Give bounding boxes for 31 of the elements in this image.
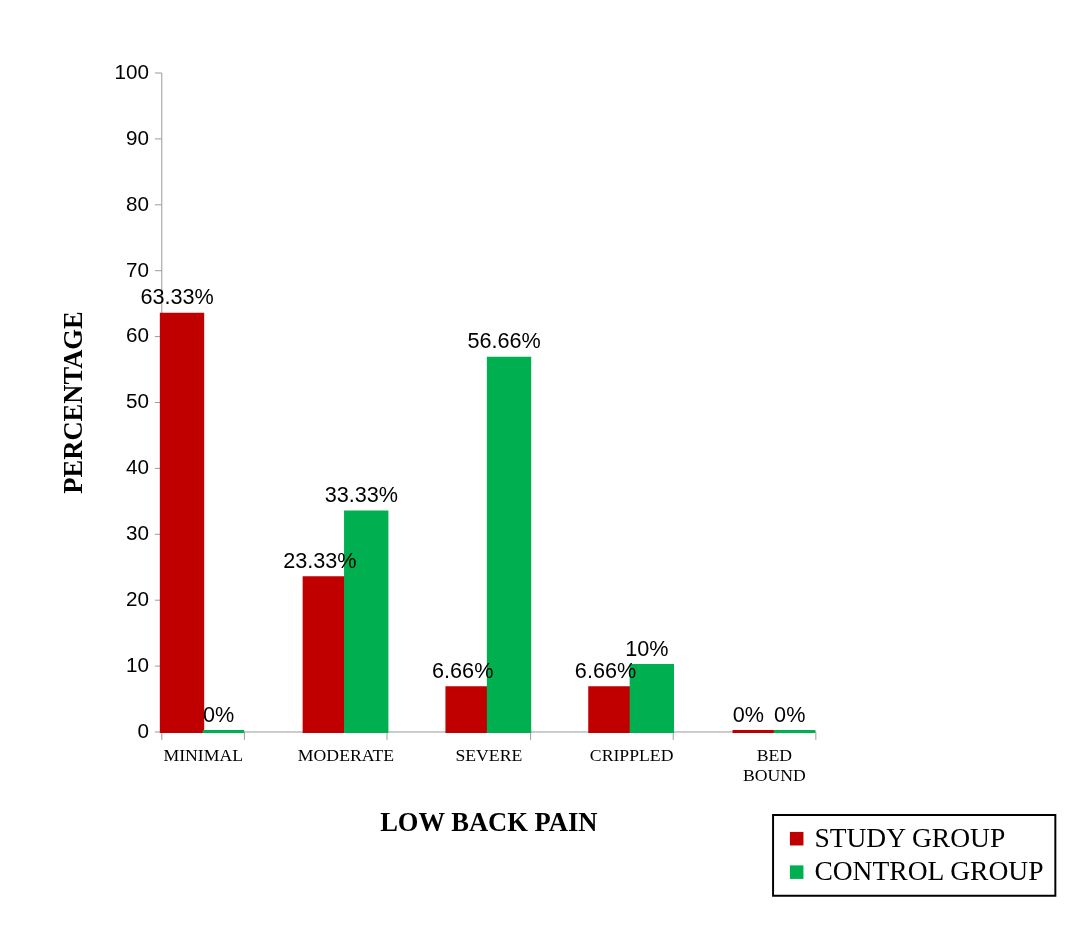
data-label: 63.33% — [140, 284, 214, 310]
legend-label: STUDY GROUP — [814, 821, 1006, 853]
bar — [302, 576, 347, 733]
x-tick-label: CRIPPLED — [589, 745, 674, 766]
y-tick-label: 30 — [126, 521, 150, 545]
legend-label: CONTROL GROUP — [814, 855, 1044, 887]
x-tick-label: SEVERE — [455, 745, 523, 766]
data-label: 0% — [202, 701, 235, 727]
y-tick-label: 40 — [126, 455, 150, 479]
y-tick-label: 90 — [126, 125, 150, 149]
y-tick-label: 0 — [137, 718, 150, 742]
x-tick-label: MODERATE — [297, 745, 395, 766]
bar — [445, 686, 490, 733]
y-axis-title: PERCENTAGE — [58, 311, 89, 494]
x-tick-label: MINIMAL — [163, 745, 243, 766]
y-tick-label: 50 — [126, 389, 150, 413]
bar — [159, 312, 205, 733]
y-tick-label: 100 — [114, 59, 150, 83]
y-tick-label: 20 — [126, 587, 150, 611]
data-label: 0% — [774, 701, 806, 727]
data-label: 33.33% — [324, 482, 398, 508]
y-tick-label: 10 — [126, 652, 150, 676]
bar — [588, 686, 633, 733]
y-tick-label: 80 — [126, 191, 150, 215]
data-label: 56.66% — [467, 328, 541, 354]
x-tick-label: BED BOUND — [742, 745, 807, 786]
data-label: 0% — [732, 701, 764, 727]
data-label: 10% — [625, 635, 669, 661]
x-axis-title: LOW BACK PAIN — [380, 807, 598, 838]
y-tick-label: 60 — [126, 323, 150, 347]
y-tick-label: 70 — [126, 257, 150, 281]
